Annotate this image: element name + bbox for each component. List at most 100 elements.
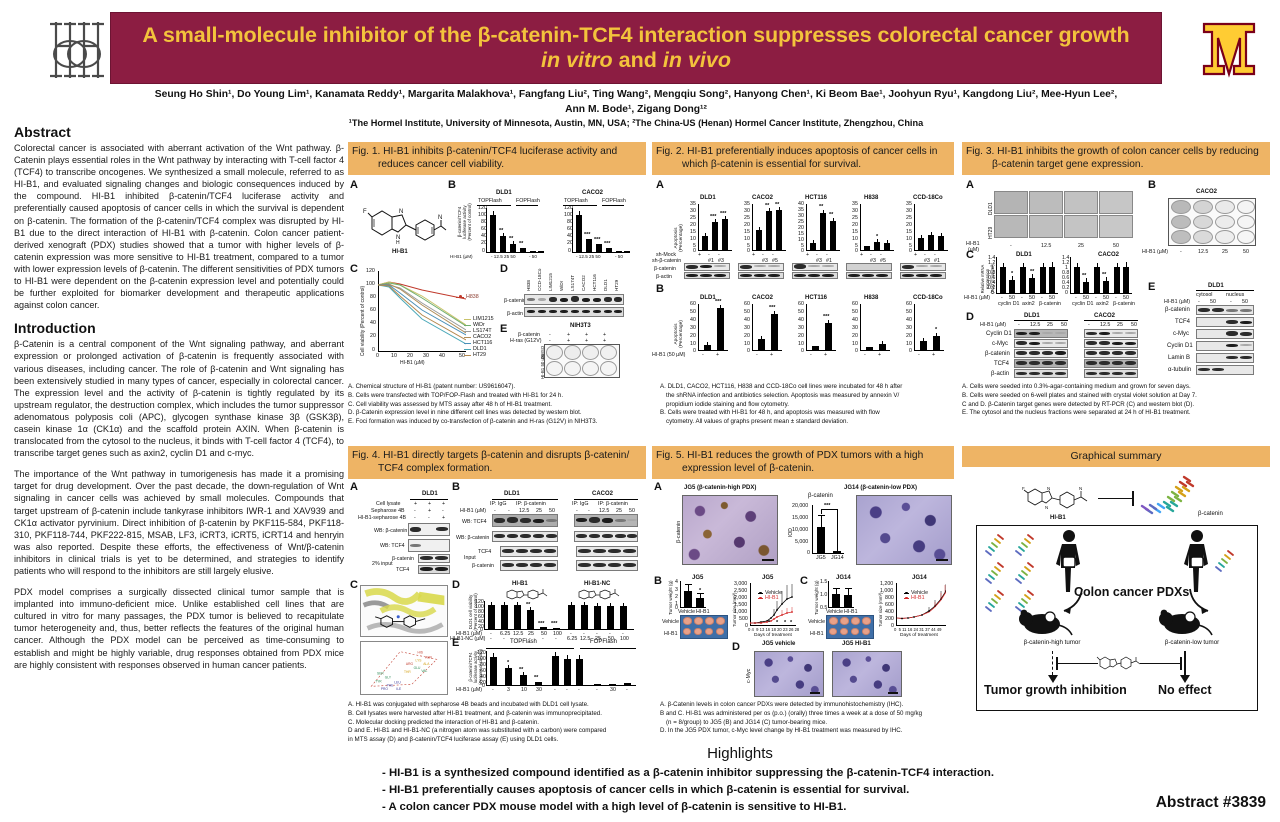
figure-5-panel-d-letter: D — [732, 641, 740, 653]
highlight-item-2: - HI-B1 preferentially causes apoptosis … — [360, 782, 1120, 799]
highlight-item-1: - HI-B1 is a synthesized compound identi… — [360, 765, 1120, 782]
poster-title: A small-molecule inhibitor of the β-cate… — [142, 23, 1129, 47]
figure-3-body: A B C D E DLD1 HT29 HI-B1 (µM) - 12.5 25… — [962, 175, 1270, 381]
poster-header: A small-molecule inhibitor of the β-cate… — [0, 0, 1280, 132]
fig4a-row-sepharose: Sepharose 4B — [371, 508, 405, 514]
figure-2-legend-b2: cytometry. All values of graphs present … — [660, 418, 954, 427]
abstract-number: Abstract #3839 — [1156, 794, 1266, 812]
graphical-summary-body: F N N N HI-B1 β-catenin — [962, 467, 1270, 735]
svg-text:LEU: LEU — [394, 681, 401, 685]
axis-label-cell-viability: Cell viability (Percent of control) — [360, 279, 366, 363]
figure-3-legend-cd: C and D. β-Catenin target genes were det… — [962, 401, 1270, 410]
fig5a-chart-title: β-catenin — [808, 493, 833, 499]
fig4a-input-tcf4: TCF4 — [396, 567, 409, 573]
figure-1-title-line1: Fig. 1. HI-B1 inhibits β-catenin/TCF4 lu… — [352, 146, 617, 157]
figure-1-title: Fig. 1. HI-B1 inhibits β-catenin/TCF4 lu… — [348, 142, 646, 175]
figure-2-panel-b-letter: B — [656, 283, 664, 295]
figure-4-panel-a-letter: A — [350, 481, 358, 493]
figure-3-legend-e: E. The cytosol and the nucleus fractions… — [962, 409, 1270, 418]
figure-2-legend-a1: A. DLD1, CACO2, HCT116, H838 and CCD-18C… — [660, 383, 954, 392]
fig5b-photo-hib1: HI-B1 — [664, 631, 678, 637]
figure-1b-caco2-chart: CACO2 TOPFlash FOPFlash 120 100 80 60 40… — [554, 191, 636, 257]
figure-4e-luciferase: TOPFlash FOPFlash β-catenin/TCF4lucifera… — [464, 641, 640, 697]
group-label-fopflash: FOPFlash — [516, 198, 540, 204]
svg-text:HIS: HIS — [417, 651, 423, 655]
authors-line-1: Seung Ho Shin¹, Do Young Lim¹, Kanamata … — [110, 88, 1162, 103]
fig5c-ylabel-weight: Tumor weight (g) — [814, 581, 819, 616]
gs-hib1-structure-bottom — [1096, 653, 1142, 673]
figure-4-legend: A. HI-B1 was conjugated with sepharose 4… — [348, 699, 646, 745]
figure-5-panel-b-letter: B — [654, 575, 662, 587]
figure-5: Fig. 5. HI-B1 reduces the growth of PDX … — [652, 446, 954, 736]
fig4b-row-wbtcf4: WB: TCF4 — [462, 519, 487, 525]
fig3d-row-tcf4: TCF4 — [994, 361, 1009, 367]
fig5b-growth-chart: JG5 Tumor size (mm³) 3,000 2,500 2,000 1… — [732, 577, 800, 641]
figure-3-title-line2: β-catenin target gene expression. — [966, 158, 1266, 171]
fig3e-col-nucleus: nucleus — [1226, 292, 1244, 298]
figure-4-panel-d-letter: D — [452, 579, 460, 591]
fig4e-group-topflash: TOPFlash — [510, 639, 537, 645]
fig5c-photo-vehicle: Vehicle — [808, 619, 825, 625]
figure-2-title-line1: Fig. 2. HI-B1 preferentially induces apo… — [656, 146, 937, 157]
figure-1-panel-d-letter: D — [500, 263, 508, 275]
fig3e-xlabel: HI-B1 (µM) — [1164, 299, 1190, 305]
figure-3a-soft-agar: DLD1 HT29 HI-B1 (µM) - 12.5 25 50 — [980, 191, 1140, 251]
fig5d-right-title: JG5 HI-B1 — [842, 641, 871, 647]
figure-4a-pulldown: DLD1 Cell lysate Sepharose 4B HI-B1-seph… — [360, 493, 452, 577]
figure-2-body: A B Apoptosis(Percentage) DLD1 3530 2520… — [652, 175, 954, 381]
gs-right-outcome: No effect — [1158, 683, 1211, 697]
fig3d-row-cyclind1: Cyclin D1 — [986, 331, 1012, 337]
figure-3-title: Fig. 3. HI-B1 inhibits the growth of col… — [962, 142, 1270, 175]
gs-hib1-structure: F N N N — [1022, 483, 1096, 515]
fig4b-row-wbbcatenin: WB: β-catenin — [456, 535, 489, 541]
hib1nc-structure-small — [576, 587, 622, 601]
hib1-structure-small — [504, 587, 550, 601]
figure-5-legend-bc1: B and C. HI-B1 was administered per os (… — [660, 710, 954, 719]
svg-text:GLU: GLU — [414, 666, 421, 670]
graphical-summary: Graphical summary F N N N HI-B1 — [962, 446, 1270, 735]
svg-text:N: N — [438, 215, 442, 221]
introduction-paragraph-2: The importance of the Wnt pathway in tum… — [14, 468, 344, 577]
figure-2-legend-b1: B. Cells were treated with HI-B1 for 48 … — [660, 409, 954, 418]
svg-text:GLY: GLY — [385, 676, 392, 680]
gs-bcatenin-cluster-right — [1214, 549, 1254, 583]
svg-text:ASN: ASN — [425, 655, 432, 659]
jg5-vehicle-cmyc-image — [754, 651, 824, 697]
fig5d-left-title: JG5 vehicle — [762, 641, 795, 647]
fig5a-jg5-title: JG5 (β-catenin-high PDX) — [684, 485, 756, 491]
figure-5-legend-bc2: (n = 8/group) to JG5 (B) and JG14 (C) tu… — [660, 719, 954, 728]
fig5c-ylabel-size: Tumor size (mm³) — [878, 593, 883, 627]
svg-text:N: N — [1045, 505, 1048, 510]
molecular-docking-image — [360, 585, 448, 637]
fig5c-growth-chart: JG14 Tumor size (mm³) 1,200 1,000 800 60… — [878, 577, 952, 641]
svg-text:F: F — [1022, 486, 1025, 491]
hormel-institute-logo — [36, 14, 114, 86]
gs-hib1-label: HI-B1 — [1050, 515, 1066, 521]
figure-1-legend-e: E. Foci formation was induced by co-tran… — [348, 418, 646, 427]
figure-1-body: A B C D E F N N H N H — [348, 175, 646, 381]
figure-1-legend: A. Chemical structure of HI-B1 (patent n… — [348, 381, 646, 427]
chart-title-dld1: DLD1 — [496, 190, 512, 196]
authors-line-2: Ann M. Bode¹, Zigang Dong¹² — [110, 103, 1162, 118]
fig5c-photo-hib1: HI-B1 — [810, 631, 824, 637]
fig5c-xlabel: Days of treatment — [900, 633, 938, 638]
fig4a-row-hib1sepharose: HI-B1-sepharose 4B — [358, 515, 406, 521]
gs-mouse-left — [1018, 609, 1076, 639]
fig4b-input-label: Input — [464, 555, 476, 561]
legend-ht29: HT29 — [473, 352, 486, 358]
figure-3-legend-a: A. Cells were seeded into 0.3%-agar-cont… — [962, 383, 1270, 392]
pharmacophore-map-image: HIS ASN LYS ALA GLU VAL ARG THR SER GLY … — [360, 641, 448, 695]
fig3e-row-tcf4: TCF4 — [1175, 319, 1190, 325]
figure-1b-dld1-chart: DLD1 TOPFlash FOPFlash β-catenin/TCF4luc… — [464, 191, 546, 257]
figure-3-panel-e-letter: E — [1148, 281, 1155, 293]
introduction-heading: Introduction — [14, 320, 344, 336]
chart-title-caco2: CACO2 — [582, 190, 603, 196]
figure-5a-ihc: JG5 (β-catenin-high PDX) JG14 (β-catenin… — [666, 485, 954, 573]
fig3e-row-atubulin: α-tubulin — [1168, 367, 1191, 373]
svg-text:VAL: VAL — [421, 669, 427, 673]
gs-left-tumor-label: β-catenin-high tumor — [1004, 639, 1100, 646]
figure-4-panel-b-letter: B — [452, 481, 460, 493]
figure-4-legend-c: C. Molecular docking predicted the inter… — [348, 719, 646, 728]
svg-text:SER: SER — [377, 672, 384, 676]
svg-text:N: N — [399, 209, 403, 215]
